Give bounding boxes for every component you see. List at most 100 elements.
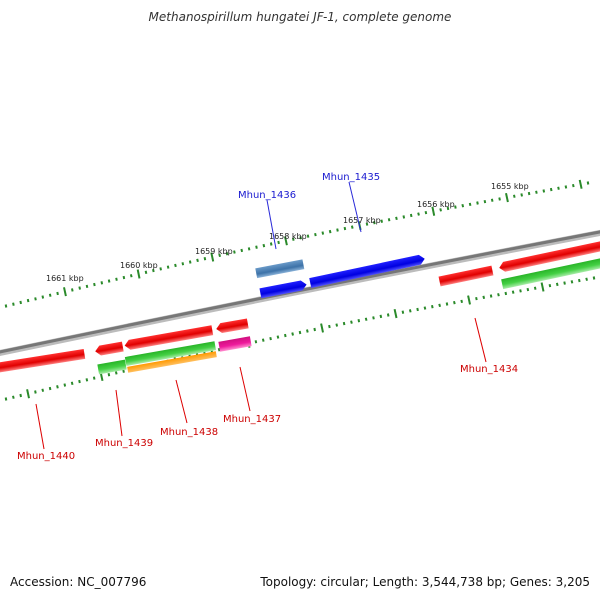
kbp-label-1657: 1657 kbp (343, 216, 381, 225)
minor-tick (460, 299, 463, 304)
gene-label-mhun-1435: Mhun_1435 (322, 172, 380, 183)
lower-tick-row (4, 276, 596, 401)
minor-tick (365, 222, 369, 226)
minor-tick (423, 306, 427, 310)
minor-tick (269, 242, 273, 246)
minor-tick (489, 294, 493, 298)
minor-tick (513, 194, 516, 198)
minor-tick (409, 213, 413, 218)
minor-tick (34, 390, 37, 394)
minor-tick (92, 376, 96, 380)
minor-tick (261, 338, 265, 342)
minor-tick (299, 236, 302, 240)
gene-red-middle[interactable] (124, 325, 214, 350)
minor-tick (526, 287, 530, 292)
minor-tick (41, 388, 45, 392)
minor-tick (498, 197, 501, 201)
minor-tick (4, 304, 8, 308)
gene-label-mhun-1440: Mhun_1440 (17, 451, 75, 462)
minor-tick (314, 232, 317, 237)
minor-tick (373, 220, 376, 225)
minor-tick (431, 305, 434, 309)
gene-mhun-1440[interactable] (0, 349, 86, 373)
gene-mhun-1438[interactable] (127, 351, 217, 373)
gene-mhun-1439-top[interactable] (94, 341, 124, 357)
minor-tick (313, 327, 316, 332)
major-tick (505, 192, 509, 203)
minor-tick (350, 225, 354, 229)
minor-tick (563, 281, 566, 285)
gene-label-mhun-1439: Mhun_1439 (95, 438, 153, 449)
gene-label-mhun-1437: Mhun_1437 (223, 414, 281, 425)
minor-tick (564, 185, 568, 189)
upper-tick-row (4, 179, 590, 308)
gene-green-middle[interactable] (124, 341, 217, 366)
minor-tick (93, 282, 96, 287)
minor-tick (306, 329, 309, 333)
minor-tick (306, 234, 310, 238)
minor-tick (490, 198, 494, 202)
minor-tick (48, 293, 52, 297)
minor-tick (233, 250, 236, 254)
minor-tick (572, 183, 575, 188)
minor-tick (19, 393, 22, 398)
minor-tick (497, 293, 500, 297)
minor-tick (454, 205, 457, 209)
gene-green-right[interactable] (501, 257, 600, 290)
major-tick (26, 389, 30, 399)
major-tick (136, 269, 141, 279)
major-tick (393, 308, 398, 319)
minor-tick (78, 286, 81, 290)
minor-tick (284, 333, 287, 338)
minor-tick (416, 307, 419, 312)
minor-tick (100, 281, 104, 285)
minor-tick (417, 212, 420, 216)
gene-red-right[interactable] (498, 240, 600, 273)
genome-title: Methanospirillum hungatei JF-1, complete… (148, 10, 452, 24)
gene-red-small[interactable] (215, 318, 249, 334)
minor-tick (445, 302, 449, 306)
leader-mhun-1435 (348, 181, 362, 233)
minor-tick (476, 201, 479, 205)
minor-tick (387, 218, 391, 222)
gene-mhun-1436-top[interactable] (255, 259, 305, 279)
gene-mhun-1435[interactable] (309, 254, 426, 288)
minor-tick (277, 240, 280, 245)
minor-tick (475, 296, 478, 301)
major-tick (284, 236, 288, 246)
kbp-label-1658: 1658 kbp (269, 232, 307, 241)
gene-mhun-1434-top[interactable] (438, 265, 494, 287)
minor-tick (217, 347, 221, 352)
minor-tick (298, 330, 302, 335)
minor-tick (114, 371, 118, 375)
major-tick (210, 252, 215, 262)
minor-tick (107, 279, 111, 283)
minor-tick (555, 282, 559, 287)
minor-tick (254, 340, 258, 344)
minor-tick (203, 257, 207, 261)
minor-tick (549, 187, 553, 192)
major-tick (578, 179, 583, 189)
leader-mhun-1437 (239, 366, 251, 412)
major-tick (540, 282, 545, 292)
minor-tick (225, 252, 229, 256)
kbp-label-1659: 1659 kbp (195, 247, 233, 256)
minor-tick (519, 289, 522, 293)
minor-tick (439, 208, 442, 212)
gene-mhun-1437[interactable] (218, 336, 252, 352)
minor-tick (56, 385, 59, 389)
gene-mhun-1439-bottom[interactable] (97, 359, 127, 375)
minor-tick (483, 199, 487, 204)
gene-mhun-1436-bottom[interactable] (259, 280, 307, 299)
minor-tick (461, 203, 465, 208)
minor-tick (592, 276, 596, 280)
minor-tick (386, 313, 390, 317)
minor-tick (578, 278, 581, 283)
minor-tick (585, 277, 588, 281)
major-tick (320, 323, 324, 333)
minor-tick (26, 298, 30, 303)
minor-tick (107, 373, 111, 377)
gene-label-mhun-1436: Mhun_1436 (238, 190, 296, 201)
